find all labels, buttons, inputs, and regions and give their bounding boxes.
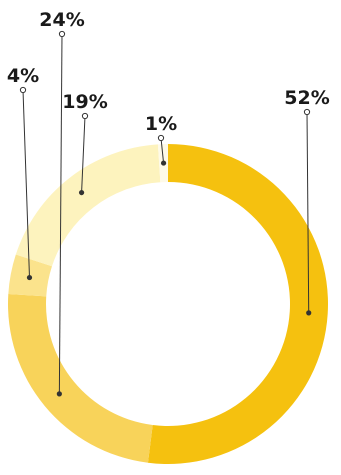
leader-line-4-pct [22, 89, 30, 278]
leader-cap-52-pct [303, 108, 311, 116]
slices-group [8, 144, 329, 464]
leader-line-19-pct [81, 115, 86, 193]
leader-line-24-pct [58, 33, 63, 394]
leader-dot-1-pct [160, 160, 167, 166]
slice-52-pct [147, 144, 329, 464]
label-1-pct: 1% [145, 113, 177, 135]
leader-line-52-pct [306, 111, 310, 313]
leader-dot-52-pct [306, 310, 312, 316]
slice-24-pct [8, 293, 153, 463]
leader-line-1-pct [160, 137, 165, 164]
slice-19-pct [15, 144, 161, 267]
annotations-group: 52% 24% 4% 19% 1% [7, 9, 330, 397]
leader-cap-24-pct [58, 30, 66, 38]
leader-cap-19-pct [81, 112, 89, 120]
leader-cap-1-pct [157, 134, 165, 142]
leader-dot-24-pct [56, 391, 62, 397]
leader-dot-4-pct [26, 274, 33, 281]
label-52-pct: 52% [284, 87, 329, 109]
leader-cap-4-pct [19, 86, 27, 94]
label-4-pct: 4% [7, 65, 39, 87]
label-24-pct: 24% [39, 9, 84, 31]
label-19-pct: 19% [62, 91, 107, 113]
leader-dot-19-pct [78, 189, 85, 196]
